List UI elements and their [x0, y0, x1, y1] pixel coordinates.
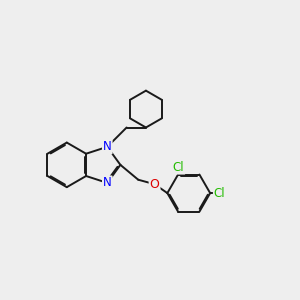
Text: Cl: Cl	[214, 187, 226, 200]
Text: O: O	[150, 178, 160, 191]
Text: N: N	[103, 140, 112, 153]
Text: Cl: Cl	[173, 160, 184, 174]
Text: N: N	[103, 176, 112, 189]
